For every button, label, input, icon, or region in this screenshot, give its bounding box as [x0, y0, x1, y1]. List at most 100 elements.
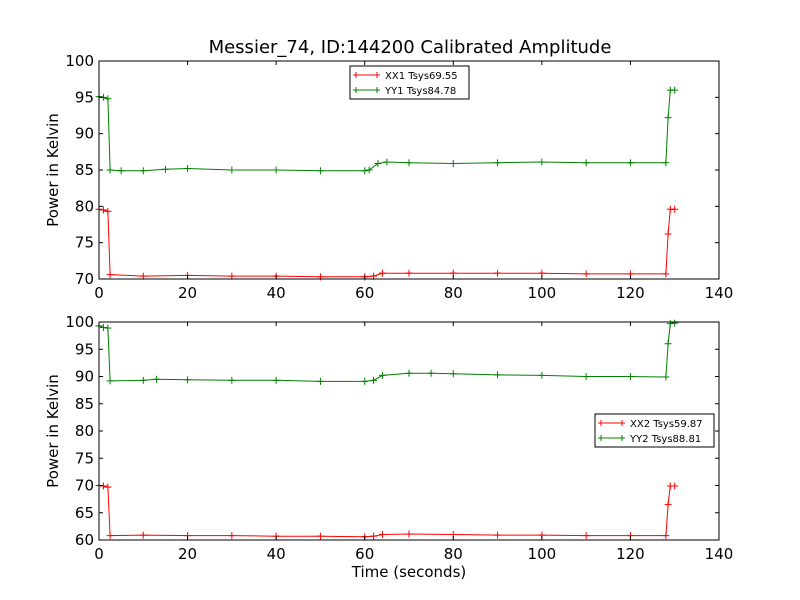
data-point [228, 166, 236, 174]
legend-label: XX1 Tsys69.55 [385, 71, 458, 82]
series-2 [95, 86, 679, 175]
x-tick-label: 80 [444, 545, 463, 563]
data-point [161, 165, 169, 173]
data-point [494, 159, 502, 167]
x-tick-label: 100 [528, 545, 557, 563]
data-point [405, 159, 413, 167]
y-tick-label: 80 [75, 197, 94, 215]
data-point [104, 483, 112, 491]
x-tick-label: 120 [616, 545, 645, 563]
data-point [378, 371, 386, 379]
x-tick-label: 80 [444, 284, 463, 302]
data-point [99, 206, 107, 214]
legend-marker [619, 420, 625, 426]
data-point [316, 532, 324, 540]
data-point [662, 270, 670, 278]
x-tick-label: 20 [178, 284, 197, 302]
x-tick-label: 120 [616, 284, 645, 302]
y-tick-label: 85 [75, 161, 94, 179]
x-tick-label: 40 [267, 284, 286, 302]
data-point [272, 166, 280, 174]
legend-marker [598, 435, 604, 441]
legend-marker [598, 420, 604, 426]
data-point [449, 370, 457, 378]
x-tick-label: 140 [705, 545, 734, 563]
data-point [139, 531, 147, 539]
data-point [494, 269, 502, 277]
legend-marker [619, 435, 625, 441]
y-tick-label: 95 [75, 88, 94, 106]
data-point [626, 159, 634, 167]
data-point [106, 271, 114, 279]
data-point [361, 167, 369, 175]
data-point [582, 373, 590, 380]
y-tick-label: 95 [75, 340, 94, 358]
x-tick-label: 20 [178, 545, 197, 563]
legend-box [349, 65, 470, 100]
y-tick-label: 75 [75, 234, 94, 252]
data-point [662, 373, 670, 381]
data-point [671, 86, 679, 94]
legend-box [594, 413, 715, 448]
data-point [664, 114, 672, 122]
data-point [664, 501, 672, 509]
chart-title: Messier_74, ID:144200 Calibrated Amplitu… [209, 37, 612, 58]
data-point [370, 376, 378, 384]
data-point [662, 532, 670, 540]
data-point [671, 205, 679, 213]
legend-marker [374, 87, 380, 93]
data-point [106, 377, 114, 385]
y-tick-label: 70 [75, 477, 94, 495]
data-point [378, 531, 386, 539]
data-point [494, 531, 502, 539]
data-point [626, 373, 634, 380]
data-point [378, 269, 386, 277]
data-point [405, 269, 413, 277]
data-point [664, 230, 672, 238]
series-line [98, 208, 675, 278]
y-tick-label: 100 [65, 313, 94, 331]
bottom-panel: 0 20 40 60 80 100 120 140 60 65 70 75 80 85 90 95 100 Pow… [44, 313, 733, 581]
data-point [272, 376, 280, 384]
legend: XX1 Tsys69.55 YY1 Tsys84.78 [349, 65, 470, 100]
y-axis-label: Power in Kelvin [44, 113, 62, 227]
top-panel: 0 20 40 60 80 100 120 140 70 75 80 85 90 95 100 Power i… [44, 52, 733, 302]
data-point [664, 340, 672, 348]
data-point [361, 377, 369, 385]
data-point [106, 166, 114, 174]
x-tick-label: 60 [355, 284, 374, 302]
data-point [139, 272, 147, 280]
data-point [383, 158, 391, 166]
y-tick-label: 65 [75, 504, 94, 522]
data-point [538, 158, 546, 166]
series-line [98, 322, 675, 382]
data-point [139, 376, 147, 384]
data-point [370, 532, 378, 540]
data-point [405, 369, 413, 377]
y-tick-label: 85 [75, 395, 94, 413]
data-point [427, 369, 435, 377]
legend-label: XX2 Tsys59.87 [630, 419, 703, 430]
x-tick-label: 100 [528, 284, 557, 302]
y-axis-label: Power in Kelvin [44, 374, 62, 488]
data-point [228, 532, 236, 540]
data-point [405, 530, 413, 538]
data-point [153, 375, 161, 383]
series-2 [95, 319, 679, 385]
data-point [104, 95, 112, 103]
data-point [139, 167, 147, 175]
data-point [494, 371, 502, 379]
data-point [316, 377, 324, 385]
data-point [184, 376, 192, 384]
data-point [538, 371, 546, 379]
data-point [99, 482, 107, 490]
y-tick-label: 80 [75, 422, 94, 440]
data-point [582, 270, 590, 278]
legend-label: YY1 Tsys84.78 [384, 86, 456, 97]
data-point [104, 207, 112, 215]
data-point [582, 532, 590, 540]
y-tick-label: 75 [75, 449, 94, 467]
x-axis-label: Time (seconds) [351, 563, 467, 581]
legend: XX2 Tsys59.87 YY2 Tsys88.81 [594, 413, 715, 448]
